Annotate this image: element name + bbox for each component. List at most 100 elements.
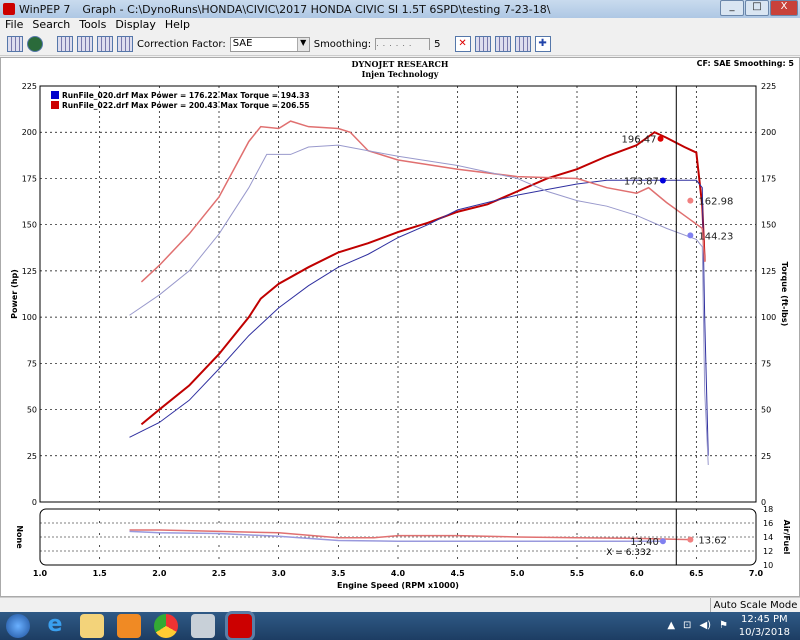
x-tick-label: 7.0: [749, 569, 764, 578]
afr-tick-label: 14: [763, 533, 773, 542]
show-hidden-icon[interactable]: ▲: [667, 620, 676, 631]
menu-help[interactable]: Help: [164, 18, 190, 31]
y-tick-label: 125: [22, 267, 37, 276]
y2-tick-label: 150: [761, 221, 776, 230]
y2-tick-label: 200: [761, 128, 776, 137]
dyno-chart[interactable]: 1.0 1.5 2.0 2.5 3.0 3.5 4.0 4.5 5.0 5.5 6.0 6.5 7.0 0…: [0, 57, 800, 597]
marker-dot: [687, 232, 694, 239]
menu-display[interactable]: Display: [115, 18, 156, 31]
marker-label: 162.98: [698, 197, 733, 208]
clock-date: 10/3/2018: [738, 627, 790, 638]
correction-factor-select[interactable]: SAE ▼: [229, 36, 310, 52]
afr-tick-label: 18: [763, 505, 773, 514]
afr-tick-label: 10: [763, 561, 773, 570]
afr-axis-label: Air/Fuel: [782, 520, 791, 555]
legend-swatch: [51, 91, 59, 99]
system-tray: ▲ ⊡ ◀) ⚑: [667, 620, 728, 631]
pan-hand-icon[interactable]: [494, 36, 511, 52]
graph-power-icon[interactable]: [57, 36, 73, 52]
correction-factor-value: SAE: [232, 37, 253, 49]
y-tick-label: 200: [22, 128, 37, 137]
afr-marker-dot: [659, 538, 666, 545]
series-line-3: [129, 144, 709, 466]
marker-dot: [657, 135, 664, 142]
x-tick-label: 4.5: [451, 569, 466, 578]
y-axis-label: Power (hp): [10, 269, 19, 319]
marker-label: 196.47: [622, 135, 657, 146]
graph-torque-icon[interactable]: [77, 36, 93, 52]
globe-icon[interactable]: [27, 36, 43, 52]
winpep-taskbar-icon[interactable]: [225, 611, 255, 640]
legend-entry: RunFile_022.drf Max Power = 200.43 Max T…: [62, 101, 310, 110]
minimize-button[interactable]: _: [720, 0, 744, 16]
legend-swatch: [51, 101, 59, 109]
y-tick-label: 150: [22, 221, 37, 230]
smoothing-label: Smoothing:: [313, 38, 372, 50]
delete-run-icon[interactable]: ✕: [454, 36, 471, 52]
app-name: WinPEP 7: [19, 2, 71, 16]
internet-explorer-icon[interactable]: e: [47, 612, 63, 637]
zoom-icon[interactable]: [474, 36, 491, 52]
x-tick-label: 6.5: [689, 569, 704, 578]
y-tick-label: 25: [27, 452, 37, 461]
y-tick-label: 0: [32, 498, 37, 507]
network-icon[interactable]: ⊡: [683, 620, 692, 631]
toolbar: Correction Factor: SAE ▼ Smoothing: .....…: [0, 33, 800, 56]
menu-file[interactable]: File: [5, 18, 24, 31]
x-tick-label: 3.5: [331, 569, 346, 578]
x-tick-label: 1.0: [33, 569, 48, 578]
cursor-readout: X = 6.332: [606, 548, 651, 558]
y2-tick-label: 0: [761, 498, 766, 507]
media-player-icon[interactable]: [117, 614, 141, 638]
maximize-button[interactable]: □: [745, 0, 769, 16]
afr-marker-label: 13.62: [698, 536, 727, 547]
x-tick-label: 4.0: [391, 569, 406, 578]
y2-tick-label: 225: [761, 82, 776, 91]
clock[interactable]: 12:45 PM 10/3/2018: [739, 613, 790, 639]
title-bar: WinPEP 7 Graph - C:\DynoRuns\HONDA\CIVIC…: [0, 0, 800, 18]
chrome-icon[interactable]: [154, 614, 178, 638]
grid-icon[interactable]: [7, 36, 23, 52]
menu-search[interactable]: Search: [32, 18, 71, 31]
x-tick-label: 6.0: [630, 569, 645, 578]
y-tick-label: 225: [22, 82, 37, 91]
select-icon[interactable]: [514, 36, 531, 52]
menu-tools[interactable]: Tools: [79, 18, 107, 31]
menu-bar: File Search Tools Display Help: [0, 18, 800, 33]
crosshair-icon[interactable]: ✚: [534, 36, 551, 52]
x-tick-label: 5.5: [570, 569, 585, 578]
close-button[interactable]: X: [770, 0, 798, 16]
y2-tick-label: 50: [761, 406, 771, 415]
smoothing-slider[interactable]: ......: [375, 38, 431, 50]
afr-tick-label: 12: [763, 547, 773, 556]
afr-left-label: None: [15, 525, 24, 549]
y2-tick-label: 175: [761, 174, 776, 183]
graph-both-icon[interactable]: [97, 36, 113, 52]
graph-header-subtitle: Injen Technology: [361, 69, 439, 79]
afr-marker-label: 13.40: [630, 537, 659, 548]
y-tick-label: 75: [27, 359, 37, 368]
correction-factor-label: Correction Factor:: [137, 38, 226, 50]
graph-header-title: DYNOJET RESEARCH: [351, 59, 449, 69]
calculator-icon[interactable]: [191, 614, 215, 638]
file-explorer-icon[interactable]: [80, 614, 104, 638]
smoothing-value: 5: [434, 38, 441, 50]
graph-afr-icon[interactable]: [117, 36, 133, 52]
afr-line-0: [129, 529, 691, 541]
action-center-icon[interactable]: ⚑: [719, 620, 728, 631]
x-axis-label: Engine Speed (RPM x1000): [337, 581, 459, 590]
afr-tick-label: 16: [763, 519, 773, 528]
scale-mode-status: Auto Scale Mode: [710, 598, 800, 613]
legend-entry: RunFile_020.drf Max Power = 176.22 Max T…: [62, 91, 310, 100]
y-tick-label: 175: [22, 174, 37, 183]
series-line-0: [140, 131, 706, 426]
taskbar: e: [0, 611, 800, 640]
chevron-down-icon[interactable]: ▼: [296, 37, 309, 51]
clock-time: 12:45 PM: [741, 614, 788, 625]
y-tick-label: 100: [22, 313, 37, 322]
marker-label: 173.87: [624, 177, 659, 188]
graph-header-settings: CF: SAE Smoothing: 5: [696, 59, 794, 68]
volume-icon[interactable]: ◀): [699, 620, 712, 631]
marker-dot: [659, 177, 666, 184]
windows-start-icon[interactable]: [6, 614, 30, 638]
